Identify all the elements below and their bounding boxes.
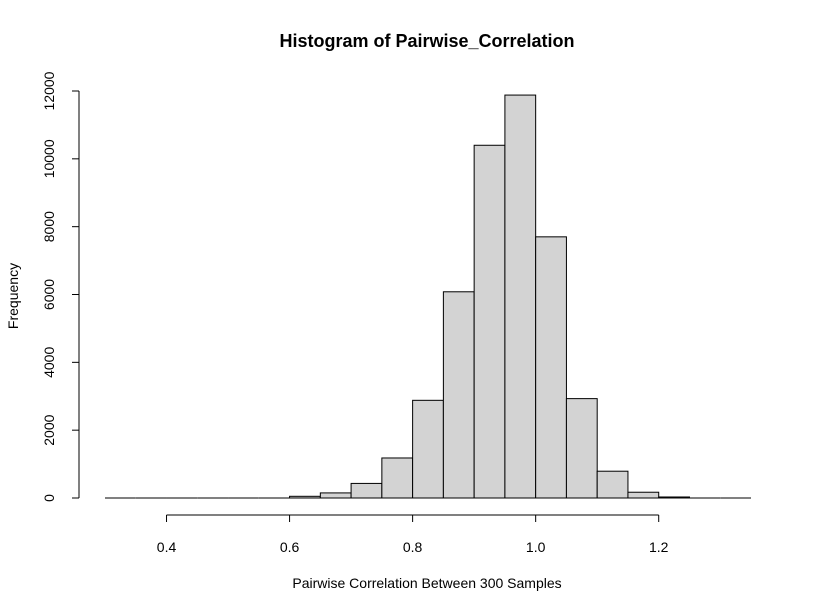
x-tick-label: 0.4 bbox=[157, 539, 177, 555]
histogram-bar bbox=[442, 291, 475, 499]
histogram-bar bbox=[565, 398, 598, 499]
histogram-bar bbox=[535, 236, 567, 499]
histogram-bar bbox=[289, 495, 321, 499]
chart-title: Histogram of Pairwise_Correlation bbox=[279, 31, 574, 51]
x-tick-label: 1.2 bbox=[649, 539, 669, 555]
histogram-bar bbox=[319, 492, 352, 499]
histogram-bar bbox=[412, 399, 444, 499]
x-tick-label: 0.8 bbox=[403, 539, 423, 555]
x-tick-label: 0.6 bbox=[280, 539, 300, 555]
y-axis-label: Frequency bbox=[5, 263, 21, 329]
y-tick-label: 6000 bbox=[41, 279, 57, 310]
y-tick-label: 2000 bbox=[41, 414, 57, 445]
x-tick-label: 1.0 bbox=[526, 539, 546, 555]
histogram-bar bbox=[627, 491, 660, 499]
x-axis: 0.4 0.6 0.8 1.0 1.2 bbox=[157, 514, 669, 555]
histogram-bar bbox=[473, 144, 506, 499]
y-tick-label: 10000 bbox=[41, 139, 57, 178]
y-tick-label: 4000 bbox=[41, 347, 57, 378]
histogram-bar bbox=[504, 94, 537, 499]
histogram-bar bbox=[350, 482, 383, 499]
y-tick-label: 0 bbox=[41, 494, 57, 502]
y-tick-label: 8000 bbox=[41, 211, 57, 242]
y-tick-label: 12000 bbox=[41, 71, 57, 110]
histogram-bar bbox=[658, 496, 690, 499]
bars-group bbox=[105, 94, 751, 499]
y-axis: 0 2000 4000 6000 8000 10000 12000 bbox=[41, 71, 80, 502]
x-axis-label: Pairwise Correlation Between 300 Samples bbox=[292, 575, 561, 591]
histogram-bar bbox=[596, 470, 629, 499]
histogram-bar bbox=[381, 457, 414, 499]
